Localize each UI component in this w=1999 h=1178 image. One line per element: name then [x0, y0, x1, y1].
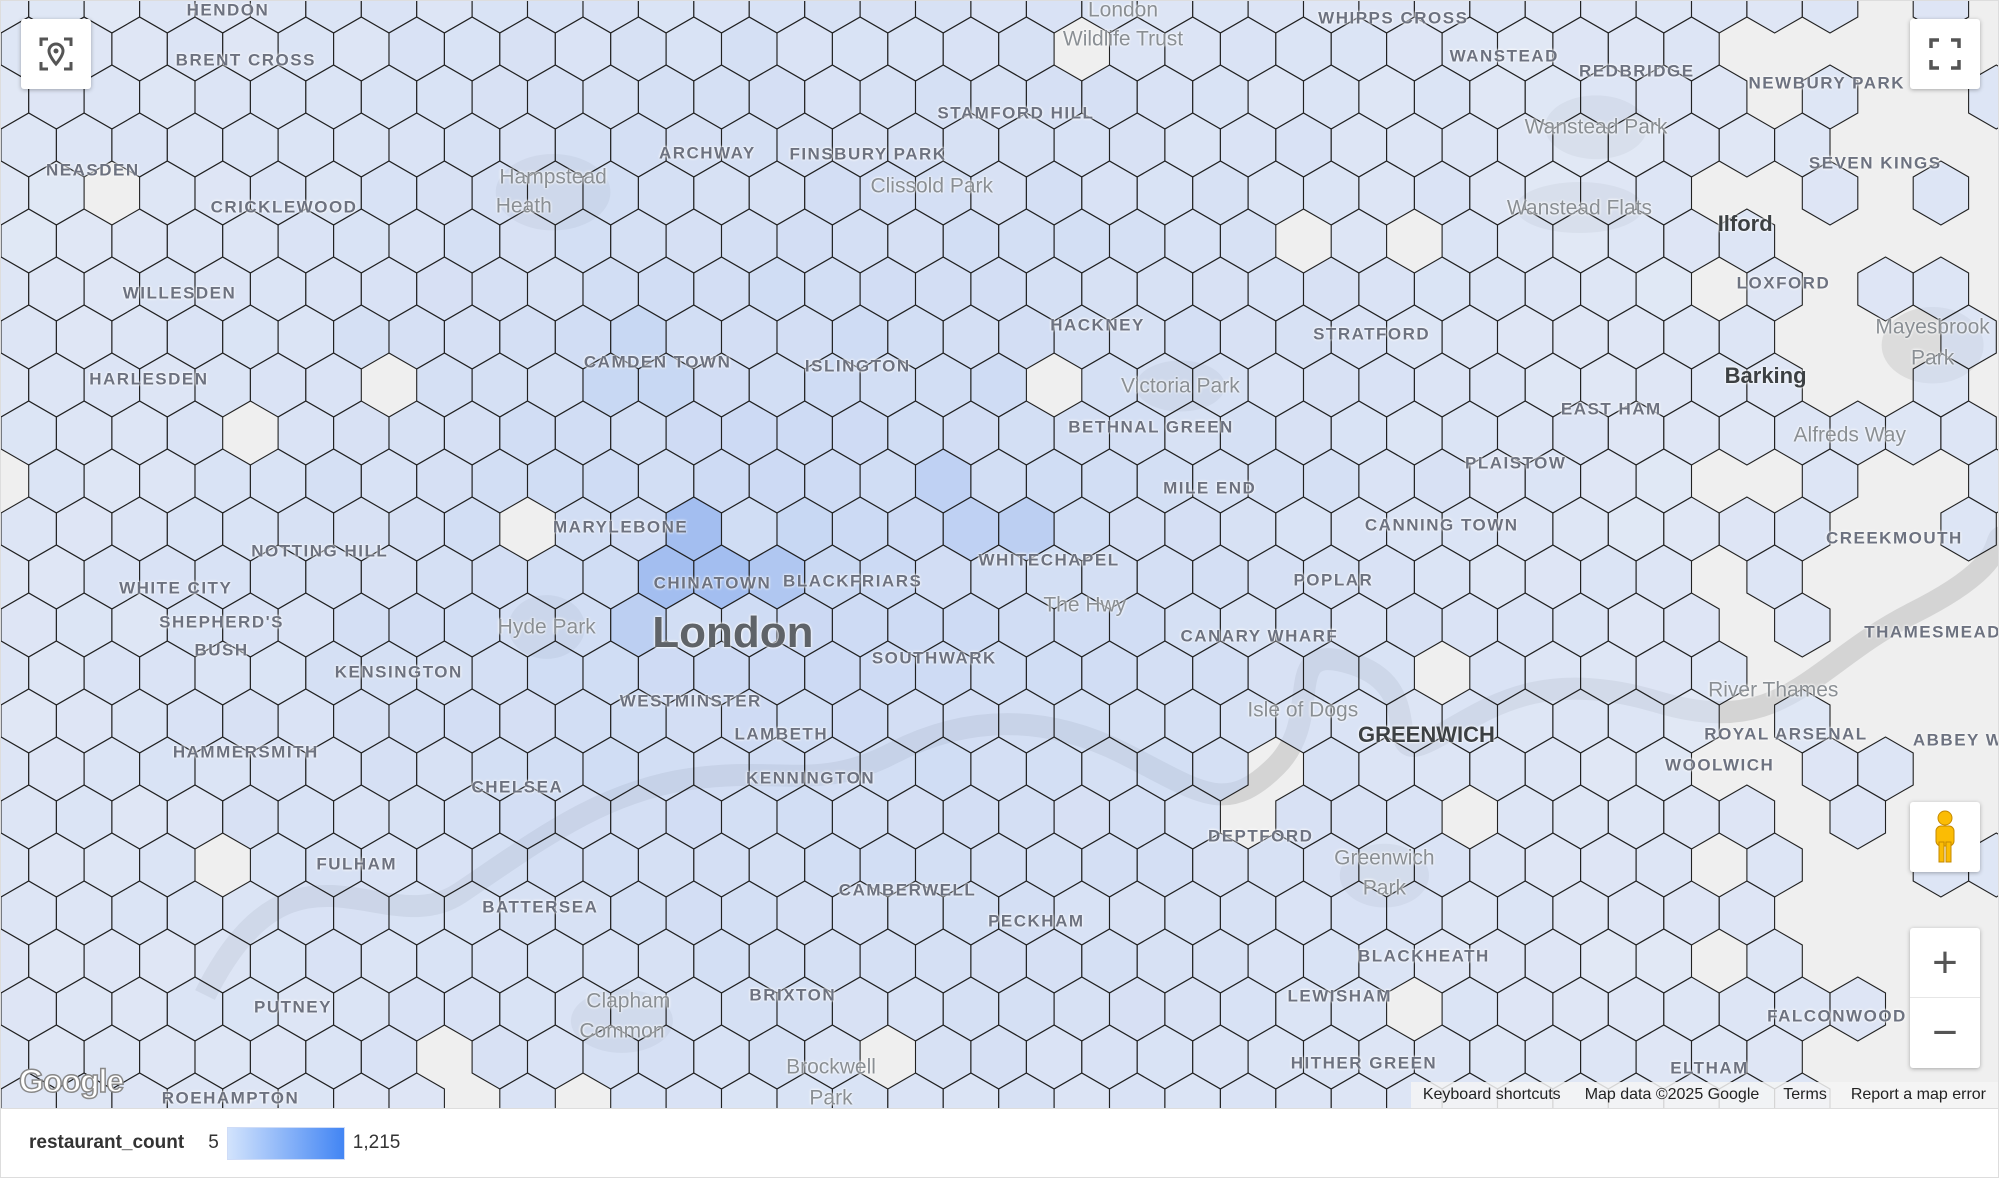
zoom-out-button[interactable]: −	[1932, 1008, 1958, 1057]
hex-cell	[1940, 496, 1997, 562]
hex-cell	[1801, 160, 1859, 226]
hex-cell	[1164, 1072, 1221, 1108]
legend-gradient-bar	[226, 1126, 345, 1160]
street-view-pegman-icon	[1935, 810, 1955, 863]
hex-cell	[388, 1072, 445, 1108]
hex-cell	[831, 1072, 889, 1108]
fullscreen-icon	[1929, 38, 1961, 70]
hex-cell	[1829, 976, 1887, 1042]
hex-cell	[1774, 592, 1831, 658]
hex-cell	[499, 1072, 556, 1108]
hex-cell	[333, 1072, 390, 1108]
zoom-in-button[interactable]: +	[1910, 928, 1980, 998]
hex-cell	[776, 1072, 833, 1108]
hex-cell	[1801, 1, 1859, 34]
legend-max: 1,215	[352, 1132, 401, 1153]
hex-cell	[111, 1072, 168, 1108]
report-map-error-link[interactable]: Report a map error	[1850, 1086, 1986, 1103]
fullscreen-button[interactable]	[1910, 19, 1980, 89]
hex-cell	[166, 1072, 224, 1108]
hex-cell	[1053, 1072, 1111, 1108]
hex-cell	[720, 1072, 778, 1108]
zoom-controls: + −	[1910, 928, 1980, 1068]
hex-cell	[1, 1072, 57, 1108]
hex-cell	[222, 1072, 279, 1108]
map-data-text: Map data ©2025 Google	[1584, 1086, 1760, 1103]
map[interactable]: HENDON BRENT CROSS NEASDEN CRICKLEWOOD WILLE…	[0, 0, 1999, 1109]
hexbin-layer	[1, 1, 1998, 1108]
hex-cell	[1746, 1, 1803, 34]
terms-link[interactable]: Terms	[1783, 1086, 1827, 1103]
hex-cell	[665, 1072, 723, 1108]
legend-title: restaurant_count	[29, 1132, 185, 1153]
my-location-button[interactable]	[21, 19, 91, 89]
hex-cell	[1108, 1072, 1166, 1108]
keyboard-shortcuts-link[interactable]: Keyboard shortcuts	[1422, 1086, 1561, 1103]
hex-cell	[1330, 1072, 1388, 1108]
map-attribution: Keyboard shortcuts Map data ©2025 Google…	[1410, 1082, 1998, 1108]
location-target-icon	[39, 37, 73, 71]
hex-cell	[998, 1072, 1055, 1108]
hex-cell	[942, 1072, 1000, 1108]
hex-cell	[610, 1072, 667, 1108]
street-view-button[interactable]	[1910, 802, 1980, 872]
hex-cell	[1219, 1072, 1277, 1108]
hex-cell	[1857, 256, 1914, 322]
hex-cell	[1912, 160, 1970, 226]
color-legend: restaurant_count 5 1,215	[0, 1109, 1999, 1178]
hex-cell	[55, 1072, 113, 1108]
hex-cell	[1829, 784, 1887, 850]
hex-cell	[277, 1072, 335, 1108]
legend-min: 5	[208, 1132, 219, 1153]
google-logo[interactable]: Google	[18, 1062, 125, 1100]
hex-cell	[887, 1072, 944, 1108]
hex-cell	[1275, 1072, 1332, 1108]
